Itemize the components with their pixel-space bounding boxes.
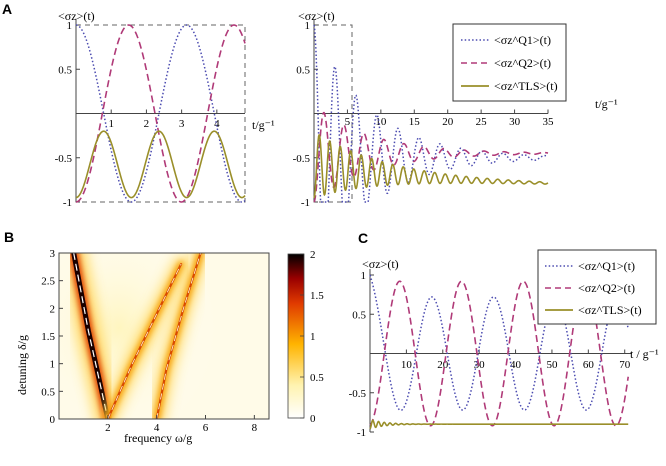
x-tick-label: 50: [546, 359, 558, 371]
x-tick-label: 25: [476, 116, 488, 128]
y-tick-label: -0.5: [55, 153, 73, 165]
x-tick-label: 35: [543, 116, 555, 128]
colorbar-tick-label: 1: [310, 331, 316, 343]
chart-a-right: 5 10 15 20 25 30 35 1 0.5 -0.5 -1 <σz>(t) t/g⁻¹ <σ…: [293, 9, 618, 209]
axes: 1 2 3 4 1 0.5 -0.5 -1: [55, 19, 245, 209]
spectral-branches: [60, 253, 209, 419]
y-axis-label: <σz>(t): [298, 9, 335, 23]
chart-b-heatmap: 2 4 6 8 0 0.5 1 1.5 2 2.5 3 frequency ω/g detuning…: [15, 248, 324, 445]
colorbar-tick-label: 0.5: [310, 372, 324, 384]
legend-entry-tls: <σz^TLS>(t): [578, 303, 642, 317]
series-q1-line: [75, 24, 246, 203]
colorbar-tick-label: 0: [310, 413, 316, 425]
series-group: [313, 24, 549, 203]
panel-label-a: A: [2, 1, 12, 17]
series-group: [75, 24, 246, 203]
y-tick-label: 0.5: [41, 386, 55, 398]
legend-entry-q2: <σz^Q2>(t): [494, 56, 551, 70]
y-axis-label: detuning δ/g: [15, 335, 29, 395]
colorbar-tick-label: 2: [310, 249, 316, 261]
x-tick-label: 15: [409, 116, 421, 128]
legend-entry-q1: <σz^Q1>(t): [578, 259, 635, 273]
x-tick-label: 40: [510, 359, 522, 371]
x-axis-label: t/g⁻¹: [252, 118, 275, 132]
x-tick-label: 4: [214, 118, 220, 130]
x-tick-label: 3: [179, 118, 185, 130]
series-tls-line: [75, 130, 246, 199]
y-tick-label: 0.5: [58, 64, 72, 76]
axes: 5 10 15 20 25 30 35 1 0.5 -0.5 -1: [293, 19, 554, 209]
x-tick-label: 20: [442, 116, 454, 128]
colorbar-tick-label: 1.5: [310, 290, 324, 302]
upper-branch-guide: [156, 253, 201, 419]
x-tick-label: 4: [154, 422, 160, 434]
series-tls-line: [313, 134, 549, 199]
series-tls-line: [369, 419, 629, 430]
series-q2-line: [75, 24, 246, 203]
chart-a-left: 1 2 3 4 1 0.5 -0.5 -1 <σz>(t) t/g⁻¹: [55, 9, 275, 209]
y-axis-label: <σz>(t): [362, 257, 399, 271]
x-tick-label: 6: [203, 422, 209, 434]
colorbar-ticks: 2 1.5 1 0.5 0: [300, 249, 324, 425]
legend-entry-tls: <σz^TLS>(t): [494, 79, 558, 93]
axes: 10 20 30 40 50 60 70 1 0.5 -0.5 -1: [349, 269, 632, 439]
x-axis-label: t/g⁻¹: [595, 97, 618, 111]
series-q2-line: [313, 111, 549, 203]
lower-branch-guide: [73, 253, 109, 419]
y-tick-label: 1: [67, 20, 73, 32]
heatmap-area: [59, 253, 269, 419]
y-tick-label: -0.5: [349, 388, 367, 400]
y-tick-label: 1.5: [41, 331, 55, 343]
series-q1-line: [313, 24, 549, 203]
chart-c: 10 20 30 40 50 60 70 1 0.5 -0.5 -1 <σz>(t) t / g⁻¹…: [349, 249, 659, 439]
panel-label-c: C: [358, 230, 368, 246]
legend-entry-q1: <σz^Q1>(t): [494, 33, 551, 47]
y-tick-label: 0.5: [352, 309, 366, 321]
legend: <σz^Q1>(t) <σz^Q2>(t) <σz^TLS>(t): [452, 23, 567, 102]
x-tick-label: 2: [144, 118, 150, 130]
axes: 2 4 6 8 0 0.5 1 1.5 2 2.5 3: [41, 248, 257, 434]
y-tick-label: 3: [50, 248, 56, 260]
y-tick-label: 1: [50, 359, 56, 371]
x-tick-label: 70: [619, 359, 631, 371]
x-tick-label: 60: [583, 359, 595, 371]
y-tick-label: 0: [50, 414, 56, 426]
x-tick-label: 5: [345, 116, 351, 128]
y-tick-label: -1: [357, 427, 366, 439]
legend-frame: [537, 249, 657, 325]
x-tick-label: 8: [252, 422, 258, 434]
x-tick-label: 10: [375, 116, 387, 128]
x-axis-label: t / g⁻¹: [630, 347, 659, 361]
y-tick-label: 2: [50, 303, 56, 315]
x-tick-label: 30: [474, 359, 486, 371]
y-tick-label: -1: [63, 197, 72, 209]
x-tick-label: 30: [509, 116, 521, 128]
y-tick-label: 1: [305, 20, 311, 32]
middle-branch-guide: [107, 263, 182, 419]
y-tick-label: 1: [361, 270, 367, 282]
x-tick-label: 2: [105, 422, 111, 434]
x-tick-label: 1: [108, 118, 114, 130]
legend: <σz^Q1>(t) <σz^Q2>(t) <σz^TLS>(t): [537, 249, 657, 325]
panel-label-b: B: [4, 229, 14, 245]
y-tick-label: 0.5: [296, 64, 310, 76]
y-tick-label: -0.5: [293, 153, 311, 165]
y-axis-label: <σz>(t): [58, 9, 95, 23]
y-tick-label: -1: [301, 197, 310, 209]
y-tick-label: 2.5: [41, 276, 55, 288]
x-tick-label: 10: [401, 359, 413, 371]
legend-entry-q2: <σz^Q2>(t): [578, 281, 635, 295]
x-axis-label: frequency ω/g: [124, 431, 192, 445]
colorbar: 2 1.5 1 0.5 0: [287, 249, 324, 425]
x-tick-label: 20: [437, 359, 449, 371]
